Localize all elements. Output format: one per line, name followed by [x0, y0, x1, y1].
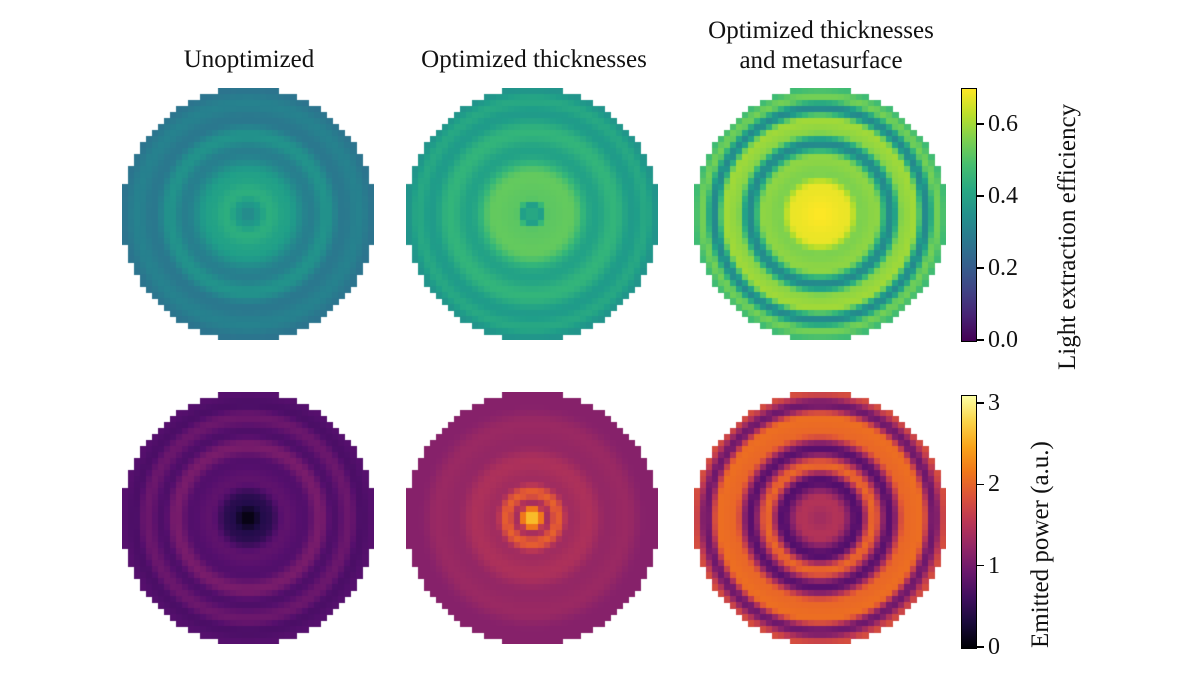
heatmap-power-unoptimized — [122, 392, 374, 644]
colorbar-tick-mark — [977, 267, 984, 269]
colorbar-label-efficiency: Light extraction efficiency — [1054, 103, 1081, 370]
column-title-unoptimized: Unoptimized — [183, 46, 315, 73]
heatmap-power-optimized-thicknesses — [406, 392, 658, 644]
colorbar-tick-label: 3 — [988, 390, 1000, 417]
heatmap-efficiency-optimized-metasurface — [694, 88, 946, 340]
colorbar-tick-label: 0.0 — [988, 327, 1018, 353]
colorbar-tick-mark — [977, 195, 984, 197]
colorbar-tick-mark — [977, 402, 984, 404]
heatmap-power-optimized-metasurface — [694, 392, 946, 644]
colorbar-efficiency — [961, 88, 977, 342]
heatmap-efficiency-unoptimized — [122, 88, 374, 340]
colorbar-tick-label: 1 — [988, 552, 1000, 579]
colorbar-tick-mark — [977, 564, 984, 567]
colorbar-label-power: Emitted power (a.u.) — [1027, 441, 1054, 648]
colorbar-tick-mark — [977, 483, 984, 486]
colorbar-tick-mark — [977, 339, 984, 341]
colorbar-tick-label: 0.2 — [988, 255, 1018, 281]
colorbar-tick-label: 2 — [988, 471, 1000, 498]
colorbar-tick-mark — [977, 123, 984, 125]
column-title-optimized-metasurface: Optimized thicknesses and metasurface — [708, 17, 934, 74]
colorbar-tick-label: 0.4 — [988, 183, 1018, 209]
colorbar-tick-mark — [977, 646, 984, 648]
colorbar-power — [961, 395, 977, 649]
colorbar-tick-label: 0 — [988, 634, 1000, 660]
heatmap-efficiency-optimized-thicknesses — [406, 88, 658, 340]
column-title-optimized-thicknesses: Optimized thicknesses — [421, 46, 647, 73]
colorbar-tick-label: 0.6 — [988, 111, 1018, 137]
